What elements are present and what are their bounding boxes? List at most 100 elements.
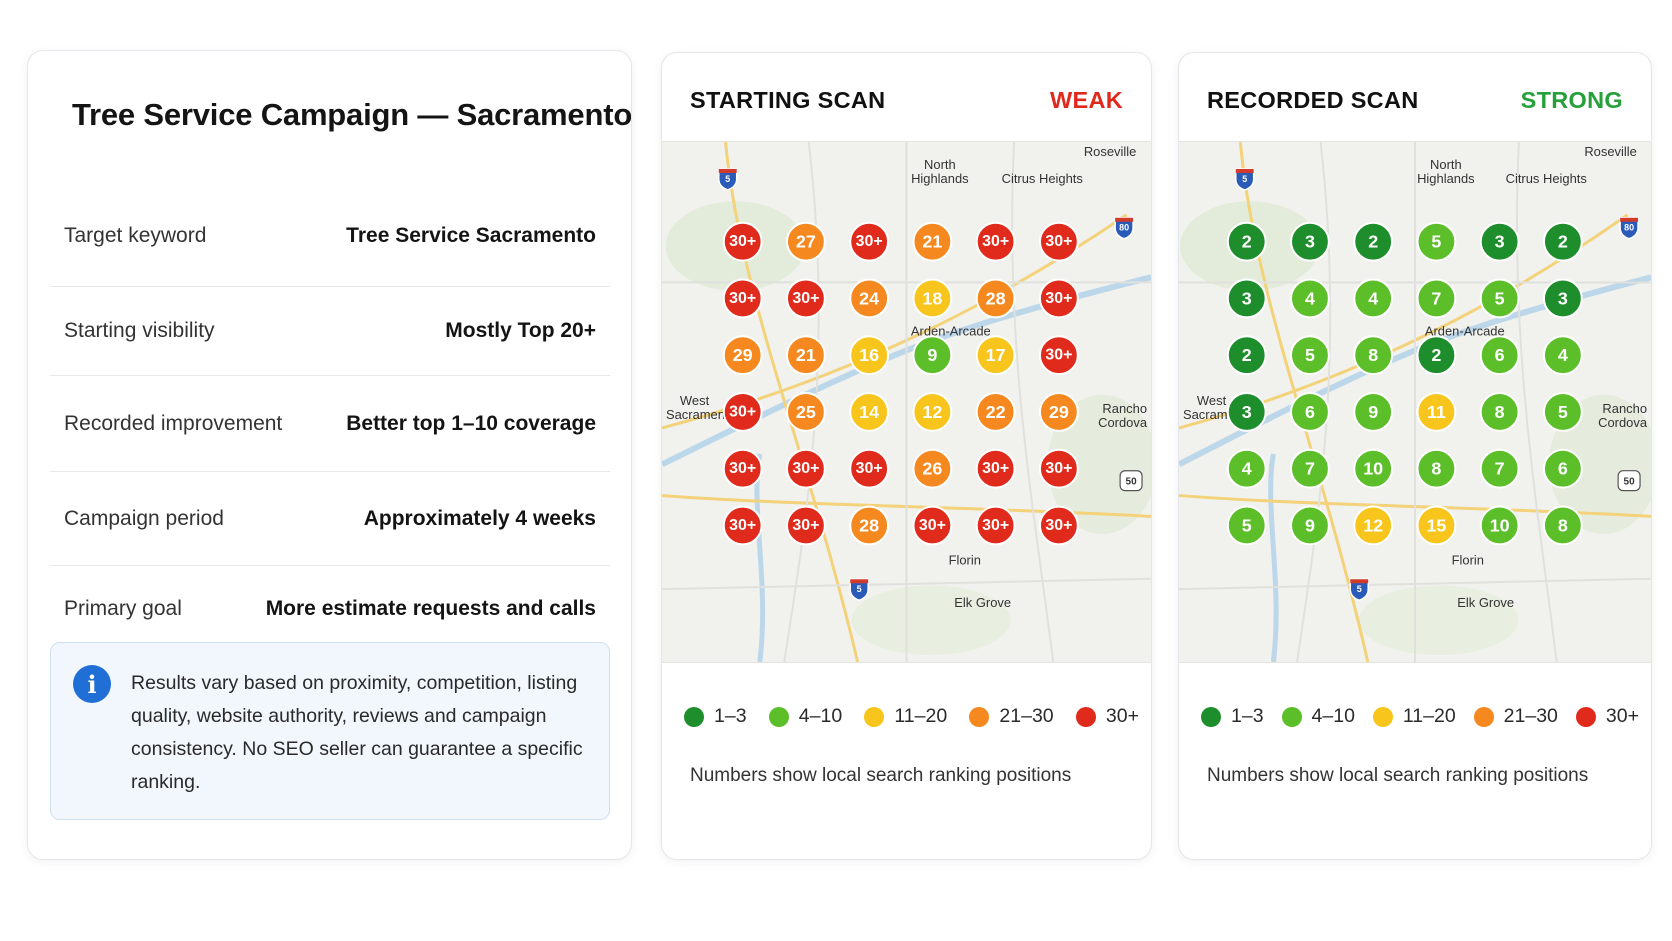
rank-marker[interactable]: 14 (849, 392, 890, 432)
rank-marker[interactable]: 22 (975, 392, 1016, 432)
rank-marker[interactable]: 30+ (722, 392, 763, 432)
rank-marker[interactable]: 3 (1479, 221, 1520, 262)
rank-marker[interactable]: 12 (1353, 505, 1394, 546)
rank-marker[interactable]: 2 (1226, 335, 1267, 376)
rank-marker[interactable]: 25 (785, 392, 826, 432)
rank-marker[interactable]: 30+ (722, 221, 763, 262)
rank-marker[interactable]: 8 (1353, 335, 1394, 376)
rank-marker[interactable]: 5 (1542, 392, 1583, 432)
row-value: More estimate requests and calls (265, 597, 596, 620)
rank-marker[interactable]: 30+ (975, 448, 1016, 489)
rank-marker[interactable]: 7 (1479, 448, 1520, 489)
rank-marker[interactable]: 7 (1416, 278, 1457, 319)
rank-marker[interactable]: 30+ (722, 448, 763, 489)
rank-label: 30+ (729, 517, 756, 534)
rank-label: 30+ (856, 460, 883, 477)
recorded-scan-map[interactable]: Roseville North Highlands Citrus Heights Ard… (1179, 141, 1651, 663)
summary-row-starting-visibility: Starting visibility Mostly Top 20+ (50, 287, 610, 376)
rank-marker[interactable]: 11 (1416, 392, 1457, 432)
rank-label: 3 (1495, 232, 1505, 252)
rank-marker[interactable]: 2 (1542, 221, 1583, 262)
starting-scan-map[interactable]: Roseville North Highlands Citrus Heights Ard… (662, 141, 1151, 663)
rank-marker[interactable]: 17 (975, 335, 1016, 376)
rank-marker[interactable]: 6 (1542, 448, 1583, 489)
rank-marker[interactable]: 5 (1226, 505, 1267, 546)
rank-marker[interactable]: 6 (1479, 335, 1520, 376)
rank-marker[interactable]: 3 (1226, 278, 1267, 319)
rank-marker[interactable]: 24 (849, 278, 890, 319)
rank-marker[interactable]: 29 (1038, 392, 1079, 432)
rank-marker[interactable]: 30+ (1038, 335, 1079, 376)
place-florin: Florin (1452, 552, 1484, 567)
rank-marker[interactable]: 21 (912, 221, 953, 262)
rank-marker[interactable]: 4 (1542, 335, 1583, 376)
rank-marker[interactable]: 4 (1290, 278, 1330, 319)
rank-marker[interactable]: 30+ (1038, 278, 1079, 319)
rank-marker[interactable]: 30+ (785, 448, 826, 489)
rank-marker[interactable]: 4 (1226, 448, 1267, 489)
legend-dot (1201, 706, 1221, 727)
rank-marker[interactable]: 28 (975, 278, 1016, 319)
rank-marker[interactable]: 30+ (1038, 505, 1079, 546)
rank-marker[interactable]: 5 (1479, 278, 1520, 319)
place-north-highlands: Highlands (1417, 171, 1475, 186)
rank-label: 22 (986, 402, 1006, 422)
rank-label: 7 (1431, 288, 1441, 308)
rank-marker[interactable]: 10 (1353, 448, 1394, 489)
rank-marker[interactable]: 30+ (722, 505, 763, 546)
rank-marker[interactable]: 15 (1416, 505, 1457, 546)
rank-marker[interactable]: 30+ (849, 448, 890, 489)
rank-marker[interactable]: 30+ (722, 278, 763, 319)
legend-label: 11–20 (1402, 705, 1456, 727)
rank-marker[interactable]: 9 (1353, 392, 1394, 432)
rank-marker[interactable]: 5 (1290, 335, 1330, 376)
rank-marker[interactable]: 8 (1416, 448, 1457, 489)
rank-marker[interactable]: 30+ (975, 505, 1016, 546)
starting-scan-card: STARTING SCAN WEAK Roseville North Highlan… (661, 52, 1152, 860)
rank-marker[interactable]: 2 (1226, 221, 1267, 262)
scan-header: STARTING SCAN WEAK (690, 87, 1123, 114)
rank-marker[interactable]: 9 (1290, 505, 1330, 546)
rank-marker[interactable]: 29 (722, 335, 763, 376)
rank-marker[interactable]: 26 (912, 448, 953, 489)
rank-marker[interactable]: 30+ (785, 505, 826, 546)
rank-marker[interactable]: 6 (1290, 392, 1330, 432)
rank-marker[interactable]: 30+ (849, 221, 890, 262)
legend-dot (864, 706, 885, 727)
rank-label: 29 (733, 345, 753, 365)
rank-marker[interactable]: 30+ (1038, 221, 1079, 262)
rank-marker[interactable]: 27 (785, 221, 826, 262)
rank-marker[interactable]: 8 (1479, 392, 1520, 432)
rank-marker[interactable]: 21 (785, 335, 826, 376)
rank-marker[interactable]: 16 (849, 335, 890, 376)
rank-marker[interactable]: 30+ (785, 278, 826, 319)
highway-label: 80 (1119, 223, 1129, 233)
rank-marker[interactable]: 4 (1353, 278, 1394, 319)
scan-status-strong: STRONG (1520, 87, 1623, 113)
rank-marker[interactable]: 9 (912, 335, 953, 376)
rank-marker[interactable]: 3 (1542, 278, 1583, 319)
legend-label: 1–3 (714, 705, 747, 727)
rank-label: 30+ (982, 460, 1009, 477)
rank-marker[interactable]: 3 (1226, 392, 1267, 432)
rank-marker[interactable]: 30+ (912, 505, 953, 546)
rank-marker[interactable]: 2 (1416, 335, 1457, 376)
highway-label: 5 (1242, 174, 1247, 184)
rank-marker[interactable]: 30+ (975, 221, 1016, 262)
rank-label: 8 (1558, 515, 1568, 535)
rank-marker[interactable]: 7 (1290, 448, 1330, 489)
row-label: Primary goal (64, 597, 182, 620)
place-rancho-cordova: Cordova (1098, 415, 1148, 430)
rank-label: 2 (1431, 345, 1441, 365)
rank-marker[interactable]: 30+ (1038, 448, 1079, 489)
rank-marker[interactable]: 3 (1290, 221, 1330, 262)
rank-marker[interactable]: 2 (1353, 221, 1394, 262)
rank-marker[interactable]: 10 (1479, 505, 1520, 546)
rank-marker[interactable]: 18 (912, 278, 953, 319)
summary-rows: Target keyword Tree Service Sacramento S… (50, 185, 610, 652)
place-west-sacramento: West (1197, 393, 1227, 408)
rank-marker[interactable]: 8 (1542, 505, 1583, 546)
rank-marker[interactable]: 12 (912, 392, 953, 432)
rank-marker[interactable]: 5 (1416, 221, 1457, 262)
rank-marker[interactable]: 28 (849, 505, 890, 546)
